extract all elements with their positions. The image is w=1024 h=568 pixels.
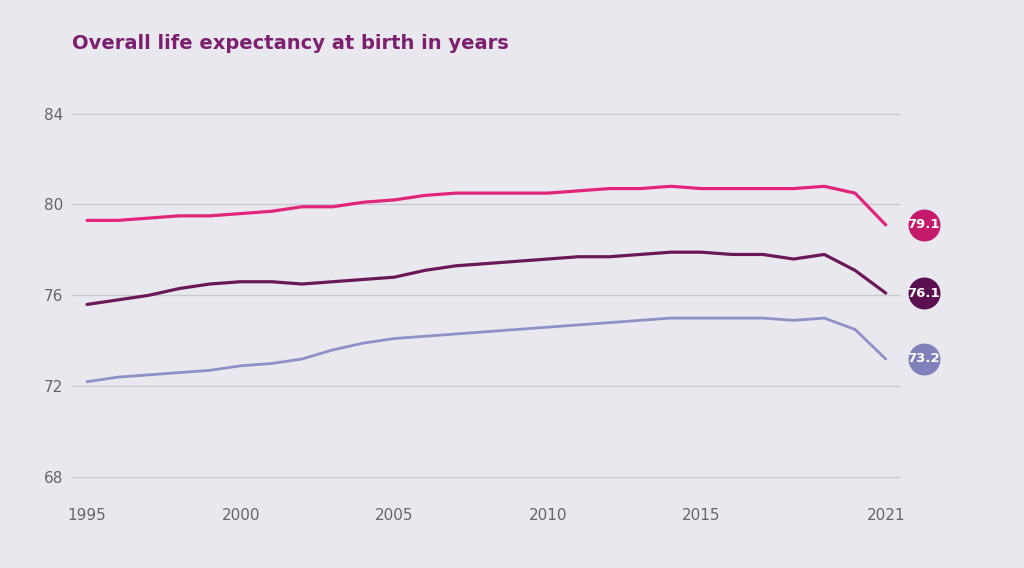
Text: Overall life expectancy at birth in years: Overall life expectancy at birth in year… [72,34,509,53]
Text: 76.1: 76.1 [907,287,940,299]
Point [915,354,932,364]
Point [915,220,932,229]
Text: 73.2: 73.2 [907,353,940,365]
Text: 79.1: 79.1 [907,219,940,231]
Point [915,289,932,298]
